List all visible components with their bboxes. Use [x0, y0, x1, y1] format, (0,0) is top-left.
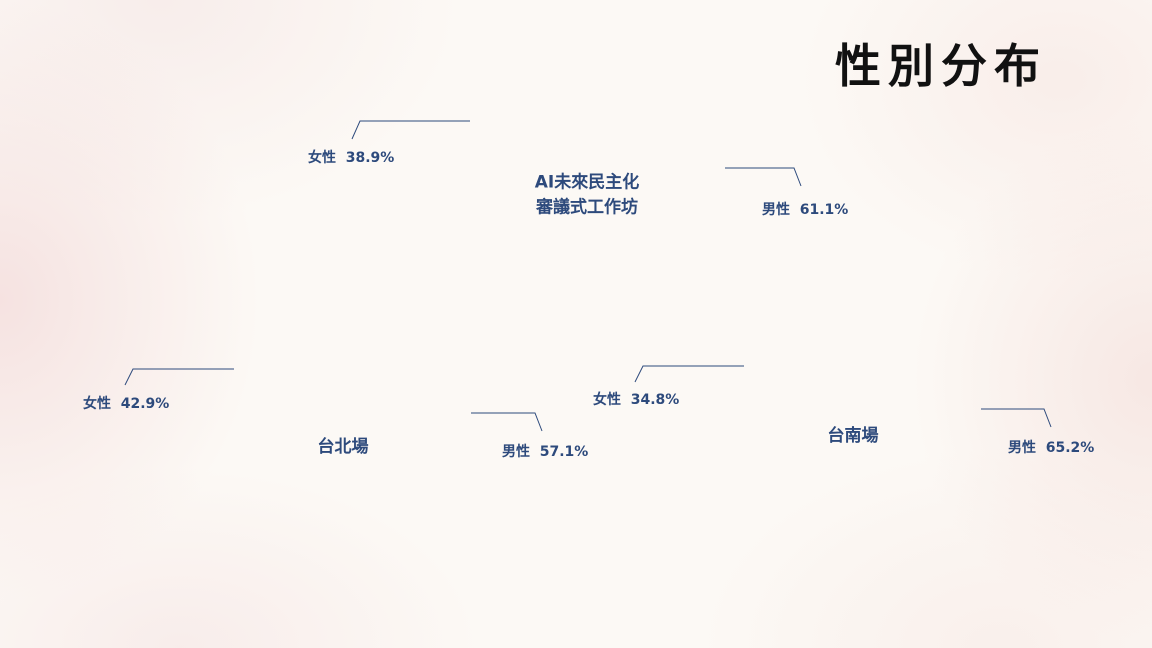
- pie-center-title-line: 台南場: [828, 425, 879, 446]
- pie-center-title-line: 審議式工作坊: [535, 197, 638, 218]
- slice-label-male: 男性 61.1%: [762, 201, 848, 218]
- slice-label-female: 女性 38.9%: [308, 149, 394, 166]
- leader-line-male: [725, 167, 802, 187]
- pie-chart-2: 台北場 女性 42.9% 男性 57.1%: [83, 368, 588, 460]
- pie-center-title-line: 台北場: [318, 436, 369, 457]
- leader-line-female: [124, 368, 234, 386]
- slice-label-male: 男性 57.1%: [502, 443, 588, 460]
- leader-line-male: [981, 408, 1052, 428]
- pie-chart-3: 台南場 女性 34.8% 男性 65.2%: [593, 365, 1094, 456]
- pie-center-title-line: AI未來民主化: [535, 172, 639, 193]
- page-title: 性別分布: [835, 39, 1047, 93]
- slice-label-male: 男性 65.2%: [1008, 439, 1094, 456]
- leader-line-female: [634, 365, 744, 383]
- slice-label-female: 女性 42.9%: [83, 395, 169, 412]
- slice-label-female: 女性 34.8%: [593, 391, 679, 408]
- leader-line-male: [471, 412, 543, 432]
- leader-line-female: [351, 120, 470, 140]
